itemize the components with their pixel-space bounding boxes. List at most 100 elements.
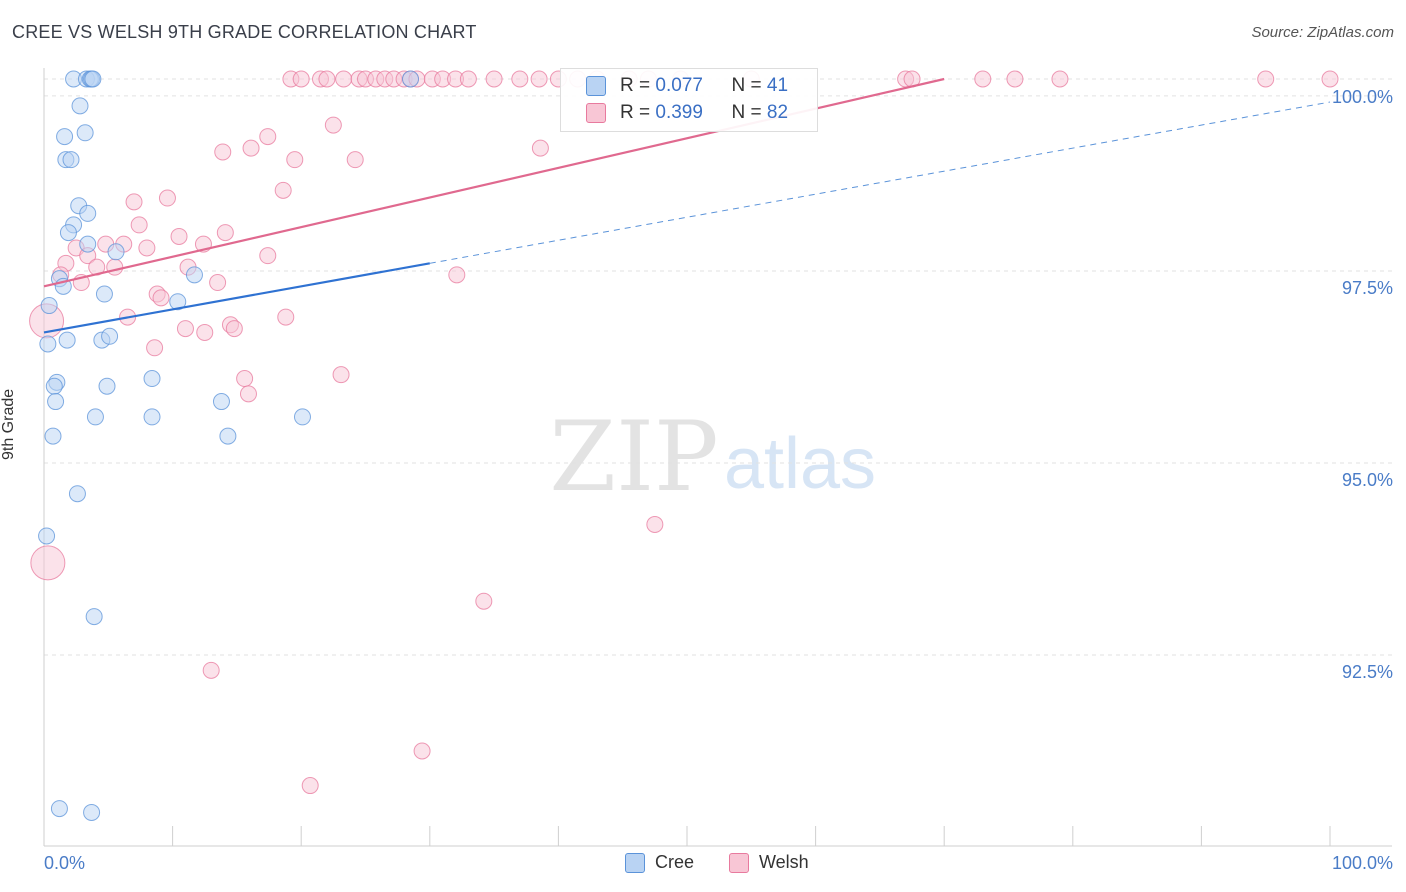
welsh-point bbox=[974, 70, 992, 88]
welsh-point bbox=[216, 224, 234, 242]
cree-point bbox=[71, 97, 89, 115]
welsh-point bbox=[239, 385, 257, 403]
cree-point bbox=[185, 266, 203, 284]
welsh-point bbox=[214, 143, 232, 161]
cree-swatch bbox=[586, 76, 606, 96]
welsh-point bbox=[259, 128, 277, 146]
x-tick-label-max: 100.0% bbox=[1332, 853, 1393, 873]
welsh-point bbox=[335, 70, 353, 88]
cree-points bbox=[38, 70, 420, 821]
welsh-point bbox=[158, 189, 176, 207]
axes bbox=[43, 68, 1392, 847]
watermark: ZIP atlas bbox=[549, 401, 876, 513]
welsh-point bbox=[332, 366, 350, 384]
welsh-swatch bbox=[586, 103, 606, 123]
cree-point bbox=[50, 800, 68, 818]
welsh-point bbox=[301, 777, 319, 795]
cree-n-label: N = bbox=[731, 75, 762, 96]
welsh-r-label: R = bbox=[620, 102, 651, 123]
welsh-point bbox=[1321, 70, 1339, 88]
grid-lines bbox=[44, 78, 1392, 656]
cree-point bbox=[56, 128, 74, 146]
welsh-point bbox=[346, 151, 364, 169]
cree-point bbox=[44, 427, 62, 445]
welsh-point bbox=[1051, 70, 1069, 88]
welsh-point bbox=[125, 193, 143, 211]
welsh-point bbox=[324, 116, 342, 134]
cree-point bbox=[86, 408, 104, 426]
welsh-point bbox=[530, 70, 548, 88]
x-tick-labels: 0.0% 100.0% bbox=[44, 853, 1393, 873]
cree-point bbox=[101, 327, 119, 345]
welsh-point bbox=[259, 247, 277, 265]
watermark-atlas: atlas bbox=[724, 424, 876, 504]
y-tick-label: 95.0% bbox=[1342, 470, 1393, 490]
welsh-point bbox=[1006, 70, 1024, 88]
cree-trend-line bbox=[43, 262, 430, 334]
cree-point bbox=[68, 485, 86, 503]
welsh-point bbox=[138, 239, 156, 257]
welsh-point bbox=[1257, 70, 1275, 88]
cree-point bbox=[143, 370, 161, 388]
cree-n-value: 41 bbox=[766, 75, 789, 96]
cree-point bbox=[219, 427, 237, 445]
welsh-point bbox=[106, 258, 124, 276]
welsh-point bbox=[30, 545, 66, 581]
y-tick-label: 97.5% bbox=[1342, 278, 1393, 298]
cree-point bbox=[38, 527, 56, 545]
welsh-n-label: N = bbox=[731, 102, 762, 123]
stats-legend: R = 0.077 N = 41 R = 0.399 N = 82 bbox=[560, 68, 818, 132]
legend-welsh-swatch bbox=[729, 852, 749, 873]
cree-point bbox=[39, 335, 57, 353]
welsh-point bbox=[170, 227, 188, 245]
welsh-point bbox=[130, 216, 148, 234]
welsh-point bbox=[292, 70, 310, 88]
welsh-point bbox=[225, 320, 243, 338]
cree-point bbox=[83, 803, 101, 821]
source-label: Source: ZipAtlas.com bbox=[1251, 24, 1394, 41]
welsh-point bbox=[646, 515, 664, 533]
legend-cree-swatch bbox=[625, 852, 645, 873]
cree-point bbox=[402, 70, 420, 88]
welsh-point bbox=[286, 151, 304, 169]
welsh-points bbox=[29, 70, 1339, 795]
y-tick-labels: 92.5% 95.0% 97.5% 100.0% bbox=[1332, 87, 1393, 682]
welsh-point bbox=[511, 70, 529, 88]
cree-point bbox=[45, 377, 63, 395]
cree-point bbox=[293, 408, 311, 426]
welsh-point bbox=[475, 592, 493, 610]
y-tick-label: 92.5% bbox=[1342, 662, 1393, 682]
cree-point bbox=[98, 377, 116, 395]
welsh-r-value: 0.399 bbox=[655, 102, 703, 123]
welsh-point bbox=[277, 308, 295, 326]
welsh-point bbox=[176, 320, 194, 338]
cree-point bbox=[58, 331, 76, 349]
legend-item-cree[interactable]: Cree bbox=[625, 852, 694, 873]
welsh-point bbox=[274, 181, 292, 199]
cree-point bbox=[79, 204, 97, 222]
legend-item-welsh[interactable]: Welsh bbox=[729, 852, 809, 873]
legend-welsh-label: Welsh bbox=[759, 852, 809, 872]
y-tick-label: 100.0% bbox=[1332, 87, 1393, 107]
cree-point bbox=[85, 608, 103, 626]
welsh-point bbox=[236, 370, 254, 388]
cree-point bbox=[212, 393, 230, 411]
welsh-point bbox=[531, 139, 549, 157]
chart-title: CREE VS WELSH 9TH GRADE CORRELATION CHAR… bbox=[12, 22, 477, 42]
welsh-n-value: 82 bbox=[766, 102, 789, 123]
welsh-point bbox=[448, 266, 466, 284]
welsh-point bbox=[146, 339, 164, 357]
welsh-point bbox=[413, 742, 431, 760]
welsh-point bbox=[202, 661, 220, 679]
bottom-legend: Cree Welsh bbox=[0, 852, 1406, 878]
cree-point bbox=[40, 297, 58, 315]
welsh-point bbox=[152, 289, 170, 307]
watermark-zip: ZIP bbox=[549, 401, 718, 513]
cree-point bbox=[95, 285, 113, 303]
cree-point bbox=[62, 151, 80, 169]
cree-point bbox=[79, 235, 97, 253]
welsh-point bbox=[209, 274, 227, 292]
cree-point bbox=[76, 124, 94, 142]
cree-point bbox=[84, 70, 102, 88]
